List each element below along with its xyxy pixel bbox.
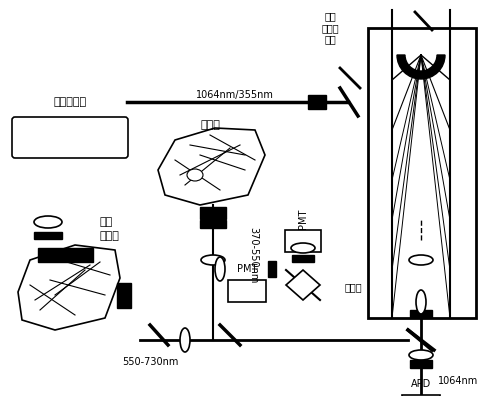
Polygon shape [18,245,120,330]
Ellipse shape [34,216,62,228]
Text: 透镜: 透镜 [100,217,113,227]
Bar [307,95,325,109]
Bar [268,261,275,277]
FancyBboxPatch shape [12,117,128,158]
FancyBboxPatch shape [401,395,439,396]
Text: PMT: PMT [236,264,257,274]
Bar [367,28,475,318]
Ellipse shape [290,243,314,253]
Polygon shape [158,128,264,205]
Text: 1064nm: 1064nm [437,376,477,386]
Bar [34,232,62,239]
Ellipse shape [408,255,432,265]
Text: APD: APD [410,379,430,389]
FancyBboxPatch shape [285,230,320,252]
Ellipse shape [214,257,225,281]
Ellipse shape [180,328,190,352]
FancyBboxPatch shape [227,280,265,302]
Bar [199,207,226,219]
Ellipse shape [200,255,225,265]
Bar [38,248,93,262]
Bar [291,255,313,262]
Text: 光谱仪: 光谱仪 [199,120,219,130]
Ellipse shape [415,290,425,314]
Bar [409,360,431,368]
Bar [199,220,226,228]
Polygon shape [286,270,319,300]
Text: 370-550nm: 370-550nm [247,227,257,283]
Text: 1064nm/355nm: 1064nm/355nm [196,90,273,100]
Text: 激光发射器: 激光发射器 [53,97,86,107]
Ellipse shape [408,350,432,360]
Bar [117,283,131,308]
Text: 550-730nm: 550-730nm [121,357,178,367]
Text: 偏光器: 偏光器 [344,282,361,292]
Text: 激光
扩束准
直器: 激光 扩束准 直器 [320,11,338,45]
Bar [409,310,431,317]
Text: 滤光片: 滤光片 [100,231,120,241]
Text: PMT: PMT [297,209,307,229]
Wedge shape [396,55,444,79]
Ellipse shape [187,169,203,181]
